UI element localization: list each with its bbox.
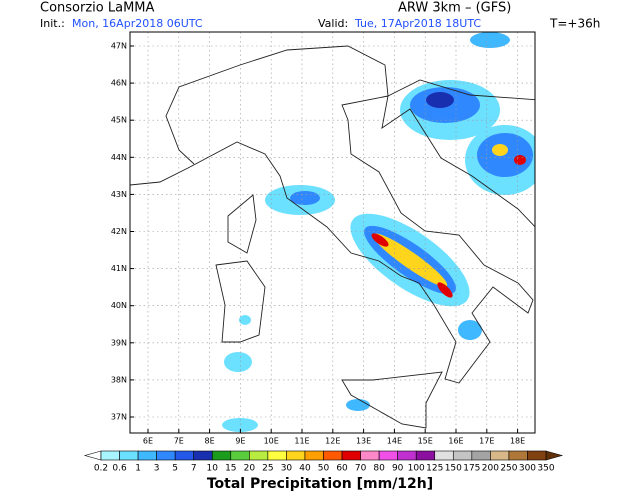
colorbar-label: 0.2 [94,464,108,474]
colorbar-box [415,450,436,461]
title: Consorzio LaMMA [40,1,155,16]
colorbar-box [119,450,139,461]
lon-label: 18E [510,437,525,446]
colorbar-under [83,450,102,461]
colorbar-box [286,450,306,461]
colorbar-box [323,450,343,461]
lat-label: 41N [111,264,127,273]
colorbar-label: 1 [135,464,141,474]
valid-time: Tue, 17Apr2018 18UTC [354,17,481,30]
colorbar-label: 250 [500,464,517,474]
colorbar-box [527,450,547,461]
coastlines [130,45,535,429]
colorbar-box [137,450,157,461]
colorbar-label: 7 [191,464,197,474]
colorbar-box [249,450,269,461]
colorbar: 0.2 0.6 1 3 5 7 10 15 20 25 30 40 50 60 70 80 90 100 125 15… [83,450,564,474]
colorbar-label: 10 [207,464,219,474]
model: ARW 3km – (GFS) [398,1,511,16]
lon-label: 6E [143,437,153,446]
colorbar-box [490,450,510,461]
colorbar-label: 350 [537,464,554,474]
lat-label: 40N [111,301,127,310]
colorbar-box [378,450,398,461]
lon-label: 7E [174,437,184,446]
lon-label: 15E [418,437,433,446]
colorbar-box [193,450,213,461]
colorbar-label: 300 [519,464,536,474]
colorbar-box [341,450,361,461]
lon-label: 14E [387,437,402,446]
init-time: Mon, 16Apr2018 06UTC [72,17,203,30]
colorbar-label: 40 [299,464,311,474]
colorbar-label: 150 [445,464,462,474]
graticule [130,32,535,433]
valid-label: Valid: [318,17,348,30]
lat-label: 38N [111,375,127,384]
colorbar-box [174,450,195,461]
lon-label: 11E [294,437,309,446]
colorbar-label: 25 [262,464,273,474]
colorbar-box [397,450,417,461]
colorbar-label: 90 [392,464,404,474]
map [130,32,535,433]
lon-label: 17E [479,437,494,446]
lon-label: 13E [356,437,371,446]
colorbar-box [100,450,120,461]
colorbar-box [211,450,232,461]
colorbar-label: 3 [154,464,160,474]
colorbar-label: 15 [225,464,236,474]
colorbar-over [545,450,564,461]
colorbar-label: 5 [172,464,178,474]
colorbar-box [230,450,250,461]
lat-label: 47N [111,42,127,51]
lon-label: 12E [325,437,340,446]
lead-time: T=+36h [549,17,600,31]
lat-label: 43N [111,190,127,199]
colorbar-box [156,450,176,461]
lat-label: 45N [111,116,127,125]
lon-label: 10E [264,437,279,446]
colorbar-box [434,450,454,461]
precipitation [222,32,535,432]
lon-label: 8E [205,437,215,446]
colorbar-label: 60 [336,464,348,474]
lat-label: 39N [111,338,127,347]
lat-label: 42N [111,227,127,236]
lat-label: 46N [111,79,127,88]
colorbar-label: 30 [281,464,293,474]
colorbar-box [304,450,324,461]
colorbar-label: 175 [463,464,480,474]
init-label: Init.: [40,17,65,30]
colorbar-label: 0.6 [112,464,127,474]
colorbar-label: 125 [426,464,443,474]
colorbar-title: Total Precipitation [mm/12h] [207,476,433,492]
colorbar-box [471,450,491,461]
colorbar-label: 80 [373,464,385,474]
colorbar-box [360,450,380,461]
colorbar-label: 20 [244,464,256,474]
lon-label: 16E [448,437,463,446]
lon-label: 9E [235,437,245,446]
colorbar-label: 100 [408,464,425,474]
lat-label: 37N [111,413,127,422]
colorbar-label: 50 [318,464,330,474]
colorbar-box [508,450,528,461]
colorbar-box [267,450,287,461]
lat-label: 44N [111,153,127,162]
colorbar-label: 70 [355,464,367,474]
colorbar-label: 200 [482,464,499,474]
colorbar-box [452,450,473,461]
